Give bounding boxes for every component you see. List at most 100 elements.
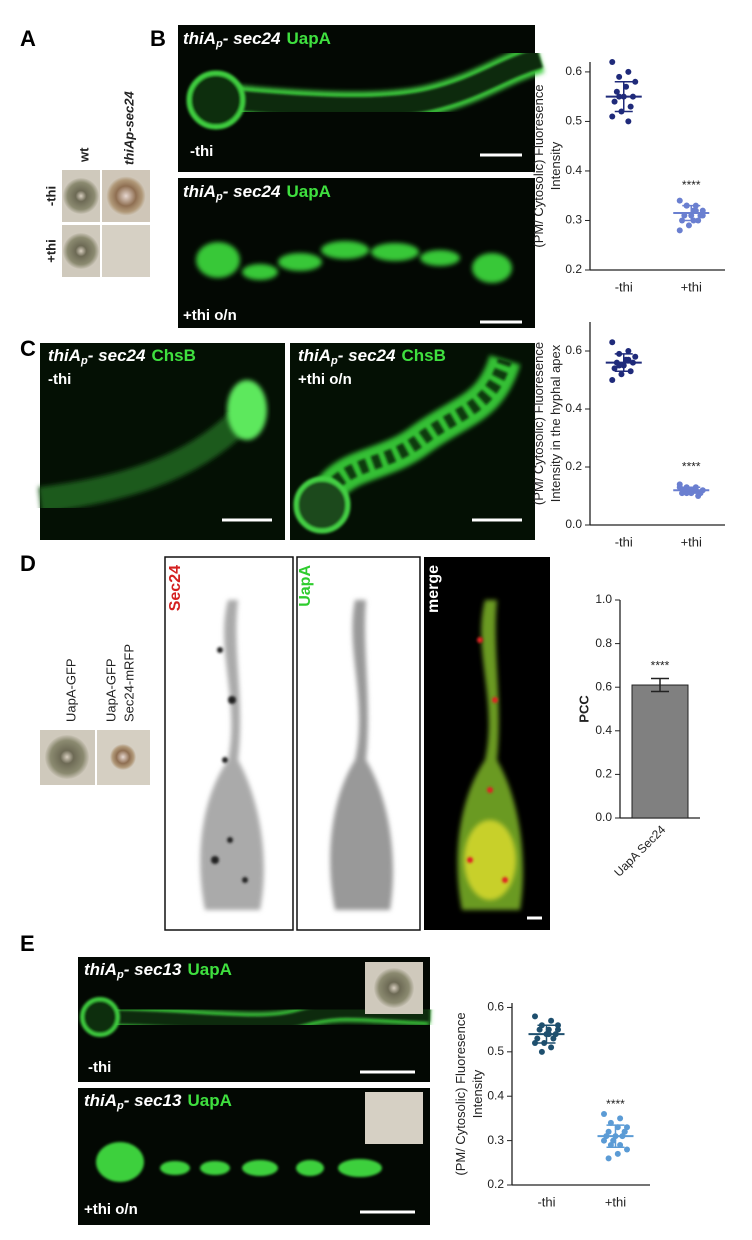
channel-label: UapA xyxy=(297,565,314,607)
gene-subscript: p xyxy=(116,1100,124,1112)
micrograph xyxy=(296,556,421,931)
panel-letter: C xyxy=(20,336,36,361)
y-tick-label: 0.3 xyxy=(565,213,582,227)
y-tick-label: 0.6 xyxy=(595,679,612,693)
x-tick-label: +thi xyxy=(605,1194,626,1209)
y-axis-label: (PM/ Cytosolic) Fluoresence xyxy=(531,84,546,247)
data-point xyxy=(627,103,634,110)
y-axis-label: Intensity xyxy=(470,1069,485,1118)
data-point xyxy=(616,362,623,369)
data-point xyxy=(624,1146,630,1153)
data-point xyxy=(611,98,618,105)
protein: UapA xyxy=(187,960,231,979)
panel-letter: A xyxy=(20,26,36,51)
gene: thiA xyxy=(84,1091,117,1110)
protein: ChsB xyxy=(401,346,445,365)
column-label: thiAp-sec24 xyxy=(121,91,136,165)
gene: thiA xyxy=(183,182,216,201)
significance: **** xyxy=(682,459,701,473)
channel-label: merge xyxy=(425,565,442,613)
image-label: thiAp- sec24 UapA xyxy=(183,182,331,202)
row-label: +thi xyxy=(43,239,58,262)
image-label: thiAp- sec13 UapA xyxy=(84,1091,232,1111)
y-tick-label: 0.6 xyxy=(487,1000,504,1014)
data-point xyxy=(605,1155,612,1162)
data-point xyxy=(534,1035,541,1042)
data-point xyxy=(609,113,616,120)
data-point xyxy=(611,365,618,372)
data-point xyxy=(625,356,632,363)
protein: UapA xyxy=(187,1091,231,1110)
gene: thiA xyxy=(84,960,117,979)
y-tick-label: 0.4 xyxy=(565,401,582,415)
micrograph xyxy=(164,556,294,931)
data-point xyxy=(613,88,620,95)
micrograph xyxy=(78,1088,430,1225)
row-label: -thi xyxy=(43,186,58,206)
colony-images xyxy=(40,730,150,785)
data-point xyxy=(632,78,639,85)
data-point xyxy=(532,1013,538,1020)
data-point xyxy=(555,1026,561,1033)
y-tick-label: 0.3 xyxy=(487,1133,504,1147)
data-point xyxy=(676,197,683,204)
data-point xyxy=(548,1044,555,1051)
strain-label: UapA-GFP xyxy=(103,658,118,722)
data-point xyxy=(609,339,616,346)
data-point xyxy=(625,118,632,125)
data-point xyxy=(623,83,630,90)
data-point xyxy=(618,371,625,378)
condition-label: -thi xyxy=(190,143,213,160)
gene: thiA xyxy=(298,346,331,365)
data-point xyxy=(625,68,632,75)
gene: - sec13 xyxy=(124,960,182,979)
y-tick-label: 0.4 xyxy=(595,723,612,737)
data-point xyxy=(532,1039,538,1046)
column-label: wt xyxy=(76,147,91,163)
data-point xyxy=(695,493,702,499)
gene: thiA xyxy=(183,29,216,48)
x-tick-label: -thi xyxy=(615,279,633,294)
y-tick-label: 0.0 xyxy=(595,810,612,824)
protein: UapA xyxy=(286,182,330,201)
panel-letter: D xyxy=(20,551,36,576)
y-axis-label: (PM/ Cytosolic) Fluoresence xyxy=(531,342,546,505)
data-point xyxy=(601,1110,607,1117)
protein: ChsB xyxy=(151,346,195,365)
x-tick-label: -thi xyxy=(615,534,633,549)
significance: **** xyxy=(682,178,701,192)
y-axis-label: Intensity xyxy=(548,141,563,190)
y-axis-label: (PM/ Cytosolic) Fluoresence xyxy=(453,1012,468,1175)
data-point xyxy=(624,1124,630,1131)
y-tick-label: 0.8 xyxy=(595,636,612,650)
gene-subscript: p xyxy=(215,38,223,50)
data-point xyxy=(605,1128,612,1135)
y-axis-label: PCC xyxy=(576,695,591,723)
y-tick-label: 0.0 xyxy=(565,517,582,531)
gene-subscript: p xyxy=(80,355,88,367)
y-tick-label: 0.2 xyxy=(487,1177,504,1191)
data-point xyxy=(676,484,683,491)
data-point xyxy=(685,222,692,229)
condition-label: -thi xyxy=(48,371,71,388)
x-tick-label: -thi xyxy=(537,1194,555,1209)
micrograph xyxy=(178,178,535,328)
gene: - sec24 xyxy=(88,346,146,365)
significance: **** xyxy=(606,1097,625,1111)
protein: UapA xyxy=(286,29,330,48)
bar xyxy=(631,684,689,819)
condition-label: +thi o/n xyxy=(84,1201,138,1218)
data-point xyxy=(616,73,623,80)
data-point xyxy=(601,1137,607,1144)
data-point xyxy=(548,1017,555,1024)
data-point xyxy=(610,1137,617,1144)
strain-label: UapA-GFP xyxy=(63,658,78,722)
significance: **** xyxy=(651,659,670,673)
data-point xyxy=(625,348,632,354)
y-tick-label: 0.5 xyxy=(487,1044,504,1058)
y-tick-label: 1.0 xyxy=(595,592,612,606)
data-point xyxy=(555,1022,561,1029)
gene: - sec13 xyxy=(124,1091,182,1110)
gene-subscript: p xyxy=(215,191,223,203)
